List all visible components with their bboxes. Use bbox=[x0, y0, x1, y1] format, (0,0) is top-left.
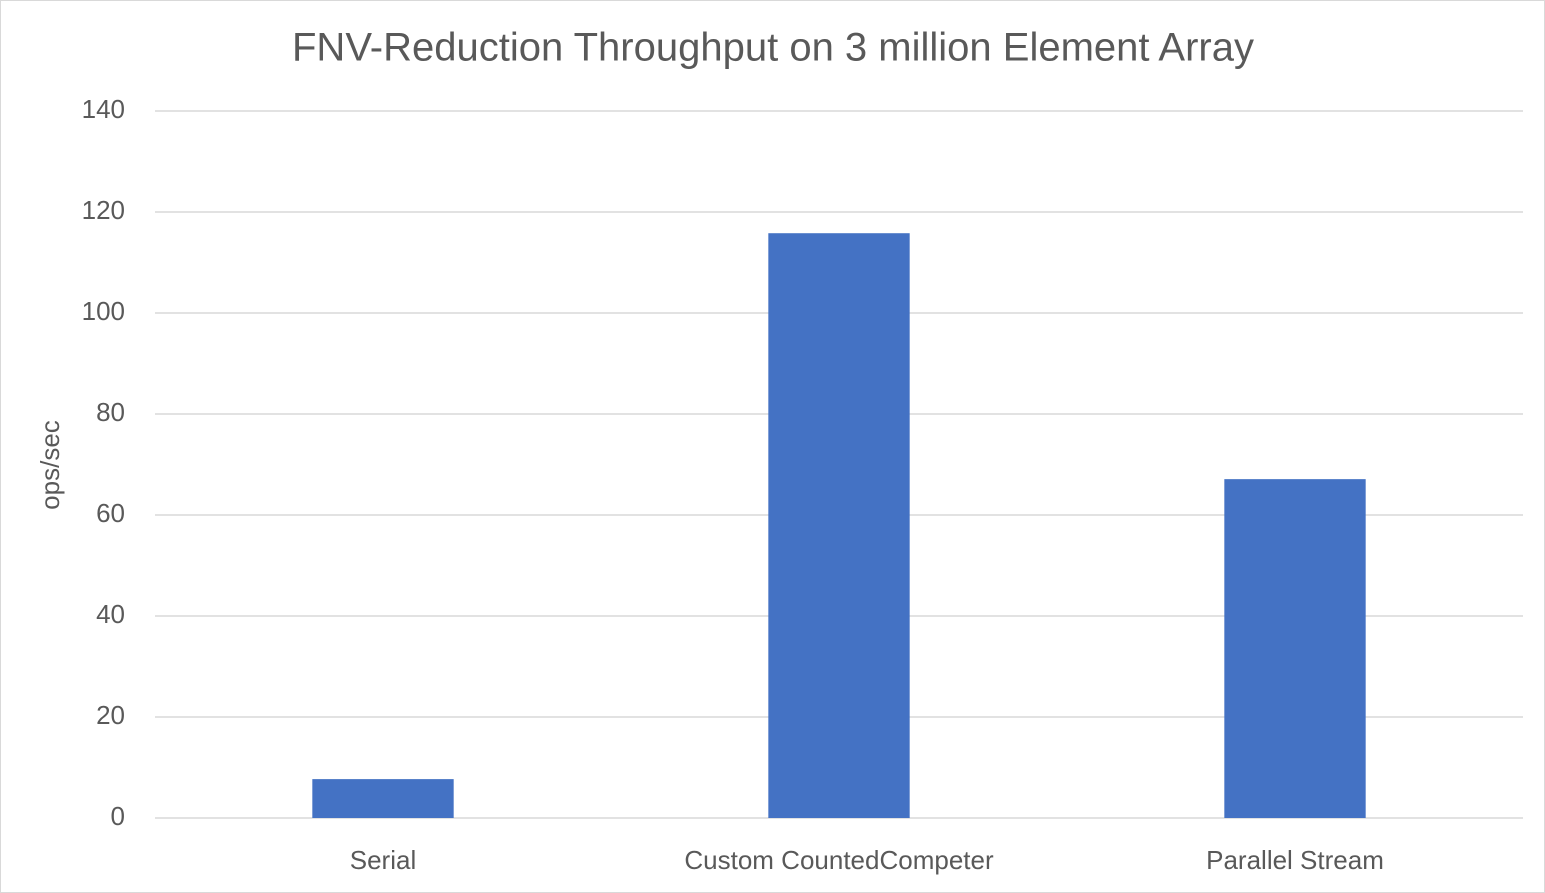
y-axis-label: ops/sec bbox=[35, 420, 65, 510]
bar bbox=[312, 779, 454, 818]
y-tick-label: 20 bbox=[96, 700, 125, 730]
y-tick-label: 40 bbox=[96, 599, 125, 629]
bar bbox=[768, 233, 910, 818]
chart-title: FNV-Reduction Throughput on 3 million El… bbox=[292, 26, 1254, 70]
y-tick-label: 120 bbox=[82, 195, 125, 225]
y-tick-label: 0 bbox=[111, 801, 125, 831]
x-tick-label: Parallel Stream bbox=[1206, 845, 1384, 875]
x-tick-label: Serial bbox=[350, 845, 416, 875]
y-tick-label: 140 bbox=[82, 94, 125, 124]
y-tick-label: 60 bbox=[96, 498, 125, 528]
x-tick-label: Custom CountedCompeter bbox=[684, 845, 994, 875]
y-tick-label: 80 bbox=[96, 397, 125, 427]
y-tick-label: 100 bbox=[82, 296, 125, 326]
bar bbox=[1224, 479, 1366, 818]
